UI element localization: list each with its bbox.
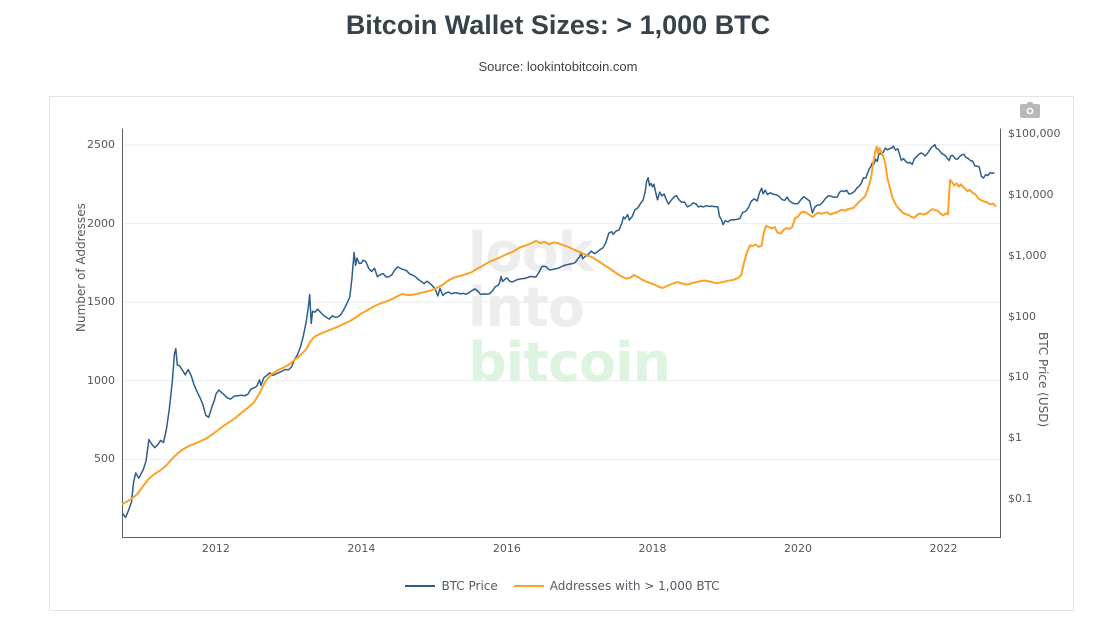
y-tick-label-right: $10,000 (1008, 187, 1054, 201)
y-tick-label-left: 1500 (87, 295, 115, 309)
legend-label: BTC Price (441, 579, 498, 593)
x-tick-label: 2022 (929, 542, 958, 555)
legend: BTC Price Addresses with > 1,000 BTC (50, 579, 1075, 593)
y-tick-label-right: $10 (1008, 370, 1029, 384)
x-tick-label: 2016 (492, 542, 521, 555)
y-tick-label-left: 1000 (87, 373, 115, 387)
camera-icon[interactable] (1019, 102, 1043, 122)
y-tick-label-right: $100,000 (1008, 127, 1061, 141)
series-line-btc-price[interactable] (122, 143, 995, 519)
y-tick-label-left: 2000 (87, 216, 115, 230)
plot-area[interactable] (122, 128, 1001, 538)
x-tick-label: 2020 (783, 542, 812, 555)
y-tick-label-left: 500 (94, 452, 115, 466)
series-line-addresses[interactable] (122, 145, 997, 506)
legend-line-sample-btc-price (405, 585, 436, 587)
y-tick-label-left: 2500 (87, 137, 115, 151)
y-axis-title-right: BTC Price (USD) (1036, 332, 1050, 428)
chart-title: Bitcoin Wallet Sizes: > 1,000 BTC (345, 10, 771, 40)
legend-item-btc-price[interactable]: BTC Price (405, 579, 498, 593)
y-tick-label-right: $100 (1008, 309, 1036, 323)
y-axis-title-left: Number of Addresses (74, 203, 88, 332)
x-tick-label: 2012 (201, 542, 230, 555)
y-tick-label-right: $1 (1008, 431, 1022, 445)
y-tick-label-right: $1,000 (1008, 248, 1047, 262)
legend-label: Addresses with > 1,000 BTC (549, 579, 720, 593)
x-tick-label: 2014 (347, 542, 376, 555)
legend-item-addresses[interactable]: Addresses with > 1,000 BTC (513, 579, 720, 593)
x-tick-label: 2018 (638, 542, 667, 555)
legend-line-sample-addresses (513, 585, 544, 587)
chart-card: Number of Addresses BTC Price (USD) look… (49, 96, 1074, 611)
y-tick-label-right: $0.1 (1008, 492, 1033, 506)
chart-subtitle: Source: lookintobitcoin.com (478, 59, 638, 74)
plot-grid (122, 128, 1001, 538)
